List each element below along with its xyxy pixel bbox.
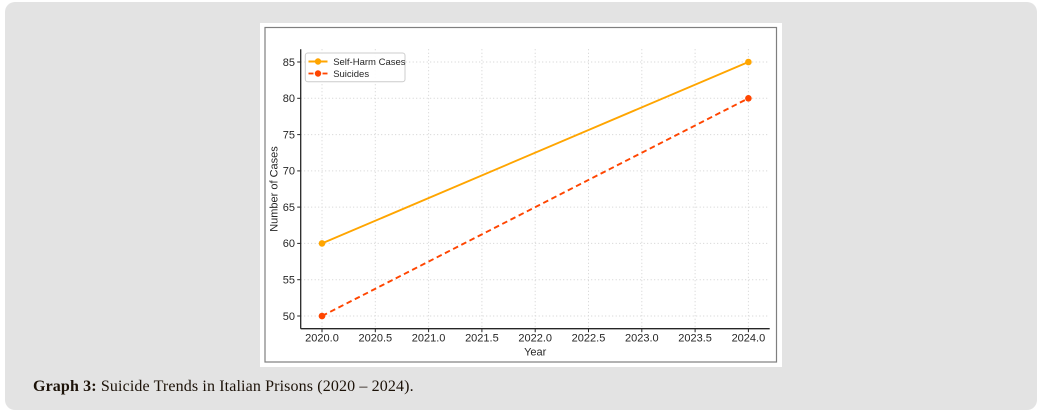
svg-text:2020.0: 2020.0 xyxy=(305,333,339,345)
svg-text:Self-Harm Cases: Self-Harm Cases xyxy=(333,57,406,68)
svg-text:65: 65 xyxy=(283,202,295,214)
svg-text:75: 75 xyxy=(283,129,295,141)
svg-text:55: 55 xyxy=(283,275,295,287)
svg-text:80: 80 xyxy=(283,93,295,105)
svg-text:2022.0: 2022.0 xyxy=(518,333,552,345)
svg-text:Year: Year xyxy=(524,347,547,359)
svg-text:2024.0: 2024.0 xyxy=(732,333,766,345)
svg-text:2020.5: 2020.5 xyxy=(358,333,392,345)
svg-text:70: 70 xyxy=(283,166,295,178)
svg-text:Suicides: Suicides xyxy=(333,69,369,80)
svg-text:2021.0: 2021.0 xyxy=(412,333,446,345)
svg-text:2023.0: 2023.0 xyxy=(625,333,659,345)
svg-text:60: 60 xyxy=(283,238,295,250)
svg-text:2021.5: 2021.5 xyxy=(465,333,499,345)
svg-text:50: 50 xyxy=(283,311,295,323)
svg-text:Number of Cases: Number of Cases xyxy=(269,146,281,232)
svg-text:2022.5: 2022.5 xyxy=(572,333,606,345)
svg-text:2023.5: 2023.5 xyxy=(678,333,712,345)
svg-text:85: 85 xyxy=(283,57,295,69)
